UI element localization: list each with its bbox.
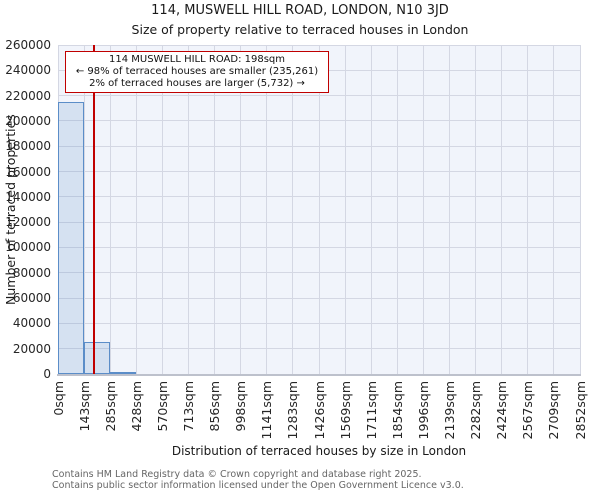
x-gridline xyxy=(161,45,163,374)
y-tick-label: 0 xyxy=(43,367,51,381)
histogram-bar xyxy=(84,342,111,374)
histogram-bar xyxy=(58,101,85,374)
x-tick-label: 1854sqm xyxy=(389,381,405,440)
y-tick-label: 60000 xyxy=(12,291,51,306)
y-tick-label: 260000 xyxy=(5,38,51,52)
x-tick-label: 570sqm xyxy=(154,381,170,432)
x-gridline xyxy=(318,45,320,374)
x-tick-label: 1996sqm xyxy=(415,381,431,440)
y-tick-label: 160000 xyxy=(5,164,51,179)
y-tick-label: 140000 xyxy=(5,189,51,204)
x-gridline xyxy=(501,45,503,374)
attribution-footer: Contains HM Land Registry data © Crown c… xyxy=(52,469,464,491)
x-gridline xyxy=(553,45,555,374)
x-axis-label: Distribution of terraced houses by size … xyxy=(171,444,467,458)
x-gridline xyxy=(370,45,372,374)
x-gridline xyxy=(579,45,581,374)
x-gridline xyxy=(266,45,268,374)
x-gridline xyxy=(135,45,137,374)
x-tick-label: 1711sqm xyxy=(363,381,379,440)
x-tick-label: 2852sqm xyxy=(572,381,588,440)
x-tick-label: 428sqm xyxy=(128,381,144,432)
annotation-line-2: ← 98% of terraced houses are smaller (23… xyxy=(75,66,319,78)
y-tick-label: 180000 xyxy=(5,139,51,154)
x-tick-label: 2567sqm xyxy=(520,381,536,440)
x-gridline xyxy=(292,45,294,374)
x-gridline xyxy=(188,45,189,374)
x-gridline xyxy=(449,45,450,374)
x-tick-label: 1569sqm xyxy=(337,381,353,440)
y-tick-label: 40000 xyxy=(12,316,51,331)
x-tick-label: 143sqm xyxy=(76,381,92,432)
x-tick-label: 713sqm xyxy=(181,381,196,432)
x-tick-label: 856sqm xyxy=(207,381,223,432)
x-tick-label: 2282sqm xyxy=(468,381,484,440)
y-tick-label: 200000 xyxy=(5,113,51,128)
x-tick-label: 2139sqm xyxy=(442,381,457,440)
x-gridline xyxy=(214,45,216,374)
property-annotation-box: 114 MUSWELL HILL ROAD: 198sqm ← 98% of t… xyxy=(65,51,329,94)
footer-line-1: Contains HM Land Registry data © Crown c… xyxy=(52,469,422,480)
x-gridline xyxy=(422,45,424,374)
y-tick-label: 20000 xyxy=(12,341,51,356)
y-tick-label: 100000 xyxy=(5,240,51,255)
x-tick-label: 1141sqm xyxy=(259,381,275,440)
x-tick-label: 2709sqm xyxy=(546,381,562,440)
annotation-line-1: 114 MUSWELL HILL ROAD: 198sqm xyxy=(109,54,285,65)
x-gridline xyxy=(475,45,477,374)
x-gridline xyxy=(396,45,398,374)
histogram-bar xyxy=(110,372,137,374)
x-gridline xyxy=(240,45,242,374)
footer-line-2: Contains public sector information licen… xyxy=(52,480,464,491)
x-gridline xyxy=(344,45,346,374)
x-axis-line xyxy=(57,373,581,376)
chart-subtitle: Size of property relative to terraced ho… xyxy=(131,22,469,37)
x-tick-label: 1426sqm xyxy=(311,381,327,440)
annotation-line-3: 2% of terraced houses are larger (5,732)… xyxy=(89,78,305,90)
plot-area: 114 MUSWELL HILL ROAD: 198sqm ← 98% of t… xyxy=(51,44,588,439)
subject-property-marker xyxy=(93,45,96,374)
x-gridline xyxy=(83,45,85,374)
x-tick-label: 998sqm xyxy=(233,381,249,432)
y-tick-label: 240000 xyxy=(5,63,51,78)
x-gridline xyxy=(527,45,529,374)
x-tick-label: 1283sqm xyxy=(285,381,301,440)
x-tick-label: 0sqm xyxy=(50,381,66,416)
y-tick-label: 80000 xyxy=(12,265,51,280)
y-tick-label: 120000 xyxy=(5,215,51,230)
x-gridline xyxy=(109,45,111,374)
y-tick-label: 220000 xyxy=(5,88,51,103)
chart-title: 114, MUSWELL HILL ROAD, LONDON, N10 3JD xyxy=(151,3,449,18)
x-tick-label: 285sqm xyxy=(102,381,118,432)
x-tick-label: 2424sqm xyxy=(494,381,510,440)
